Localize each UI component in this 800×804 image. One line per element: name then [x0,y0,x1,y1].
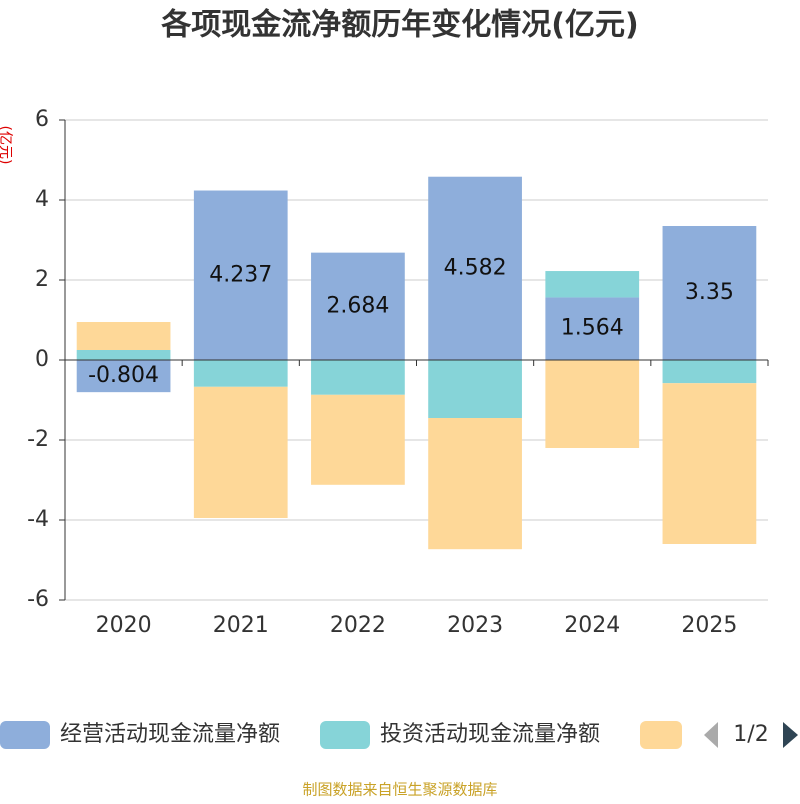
x-tick-label: 2023 [447,613,503,638]
data-label: 2.684 [326,293,389,318]
bar-segment [428,176,522,360]
bar-segment [311,394,405,485]
bar-segment [545,360,640,448]
bar-segment [76,360,171,393]
source-note: 制图数据来自恒生聚源数据库 [302,781,497,799]
data-label: -0.804 [88,363,159,388]
y-tick-label: 0 [35,347,49,372]
legend-prev[interactable] [704,722,718,748]
bar-segment [428,360,522,418]
bar-segment [662,360,757,384]
bar-segment [193,360,288,387]
bar-segment [545,271,640,298]
y-tick-label: 4 [35,187,49,212]
bar-segment [662,226,757,360]
bar-segment [311,360,405,395]
bar-segment [428,418,522,550]
y-tick-label: -2 [27,427,49,452]
bar-segment [545,297,640,360]
x-tick-label: 2022 [330,613,386,638]
bar-segment [76,322,171,350]
legend-label: 投资活动现金流量净额 [380,722,600,747]
bar-segment [662,383,757,544]
x-tick-label: 2025 [681,613,737,638]
x-tick-label: 2024 [564,613,620,638]
bar-segment [193,386,288,518]
y-tick-label: 6 [35,107,49,132]
y-tick-label: -6 [27,587,49,612]
y-axis-label: (亿元) [0,126,13,165]
legend-page: 1/2 [733,722,768,747]
data-label: 3.35 [685,280,734,305]
bar-segment [311,252,405,360]
x-tick-label: 2021 [213,613,269,638]
chart-title: 各项现金流净额历年变化情况(亿元) [160,8,638,43]
bar-segment [76,350,171,360]
legend-label: 经营活动现金流量净额 [60,722,280,747]
x-tick-label: 2020 [96,613,152,638]
bar-segment [193,190,288,360]
y-tick-label: -4 [27,507,49,532]
legend-swatch [640,721,682,749]
data-label: 4.237 [209,262,272,287]
legend-swatch [0,721,50,749]
data-label: 1.564 [561,316,624,341]
legend-swatch [320,721,370,749]
legend-next[interactable] [783,722,798,748]
y-tick-label: 2 [35,267,49,292]
data-label: 4.582 [444,255,507,280]
